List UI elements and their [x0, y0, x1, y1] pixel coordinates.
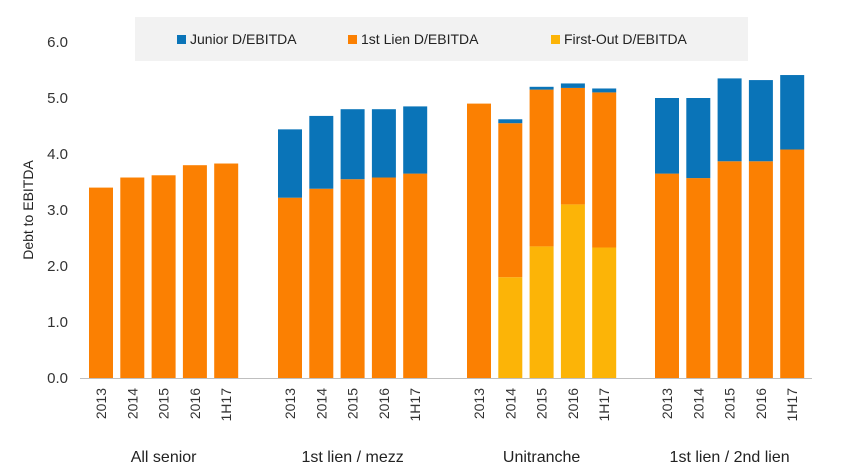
x-tick-label: 2013: [659, 388, 675, 419]
bar-first-lien: [748, 161, 773, 378]
y-tick-label: 6.0: [47, 34, 68, 51]
x-tick-label: 1H17: [596, 388, 612, 422]
y-tick-label: 3.0: [47, 202, 68, 219]
x-tick-label: 1H17: [218, 388, 234, 422]
bar-junior: [780, 75, 805, 150]
bar-first-out: [529, 246, 554, 378]
bar-junior: [498, 119, 523, 124]
bar-first-lien: [780, 149, 805, 378]
bar-first-lien: [371, 177, 396, 378]
bar-junior: [655, 98, 679, 174]
bar-first-lien: [686, 178, 711, 378]
legend-swatch: [551, 35, 560, 44]
bar-junior: [278, 129, 302, 198]
bar-first-out: [592, 247, 617, 378]
bar-first-lien: [529, 89, 554, 247]
group-labels: All senior 1st lien / mezz Unitranche 1st l…: [131, 449, 790, 466]
x-tick-label: 2015: [722, 388, 738, 419]
x-tick-label: 1H17: [784, 388, 800, 422]
y-tick-label: 4.0: [47, 146, 68, 163]
x-tick-label: 2016: [753, 388, 769, 419]
x-tick-label: 1H17: [407, 388, 423, 422]
y-tick-label: 1.0: [47, 314, 68, 331]
bar-junior: [717, 78, 742, 162]
bar-first-out: [560, 204, 585, 378]
legend-label: 1st Lien D/EBITDA: [361, 31, 479, 47]
bar-junior: [403, 106, 428, 174]
bar-junior: [748, 80, 773, 162]
x-tick-label: 2014: [690, 388, 706, 419]
bar-first-lien: [498, 123, 523, 278]
bar-first-lien: [151, 175, 176, 378]
bar-first-lien: [309, 188, 334, 378]
x-tick-label: 2013: [471, 388, 487, 419]
bar-first-lien: [403, 173, 428, 378]
y-tick-labels: 0.0 1.0 2.0 3.0 4.0 5.0 6.0: [47, 34, 68, 387]
legend-label: Junior D/EBITDA: [190, 31, 297, 47]
bar-first-lien: [89, 187, 113, 378]
x-tick-label: 2015: [345, 388, 361, 419]
x-tick-label: 2015: [156, 388, 172, 419]
legend: Junior D/EBITDA 1st Lien D/EBITDA First-Ou…: [135, 17, 748, 61]
x-tick-label: 2014: [313, 388, 329, 419]
x-tick-label: 2013: [282, 388, 298, 419]
x-tick-label: 2014: [124, 388, 140, 419]
bar-first-lien: [467, 103, 491, 378]
x-tick-label: 2016: [376, 388, 392, 419]
group-label: Unitranche: [503, 449, 580, 466]
bar-junior: [529, 86, 554, 90]
bar-junior: [371, 109, 396, 178]
x-tick-label: 2013: [93, 388, 109, 419]
bar-junior: [592, 88, 617, 93]
legend-background: [135, 17, 748, 61]
y-tick-label: 2.0: [47, 258, 68, 275]
group-label: 1st lien / mezz: [301, 449, 403, 466]
bar-junior: [340, 109, 365, 180]
bar-first-lien: [340, 179, 365, 378]
y-tick-label: 0.0: [47, 370, 68, 387]
legend-swatch: [348, 35, 357, 44]
bar-junior: [309, 115, 334, 189]
bar-junior: [560, 83, 585, 88]
x-tick-labels: 2013 2014 2015 2016 1H17 2013 2014 2015 2016 1H17…: [93, 388, 800, 422]
bar-first-lien: [655, 173, 679, 378]
group-label: 1st lien / 2nd lien: [670, 449, 790, 466]
bar-first-lien: [717, 161, 742, 378]
bar-first-lien: [560, 87, 585, 205]
bar-first-lien: [182, 165, 207, 378]
x-tick-label: 2015: [534, 388, 550, 419]
x-tick-label: 2014: [502, 388, 518, 419]
group-label: All senior: [131, 449, 197, 466]
bar-junior: [686, 98, 711, 179]
legend-swatch: [177, 35, 186, 44]
y-axis-label: Debt to EBITDA: [20, 160, 36, 260]
bar-first-lien: [120, 177, 145, 378]
bar-first-lien: [592, 92, 617, 248]
y-tick-label: 5.0: [47, 90, 68, 107]
x-tick-label: 2016: [187, 388, 203, 419]
bar-first-lien: [214, 163, 239, 378]
x-tick-label: 2016: [565, 388, 581, 419]
bar-first-out: [498, 277, 523, 378]
bars: [89, 75, 805, 378]
legend-label: First-Out D/EBITDA: [564, 31, 688, 47]
bar-first-lien: [278, 197, 302, 378]
